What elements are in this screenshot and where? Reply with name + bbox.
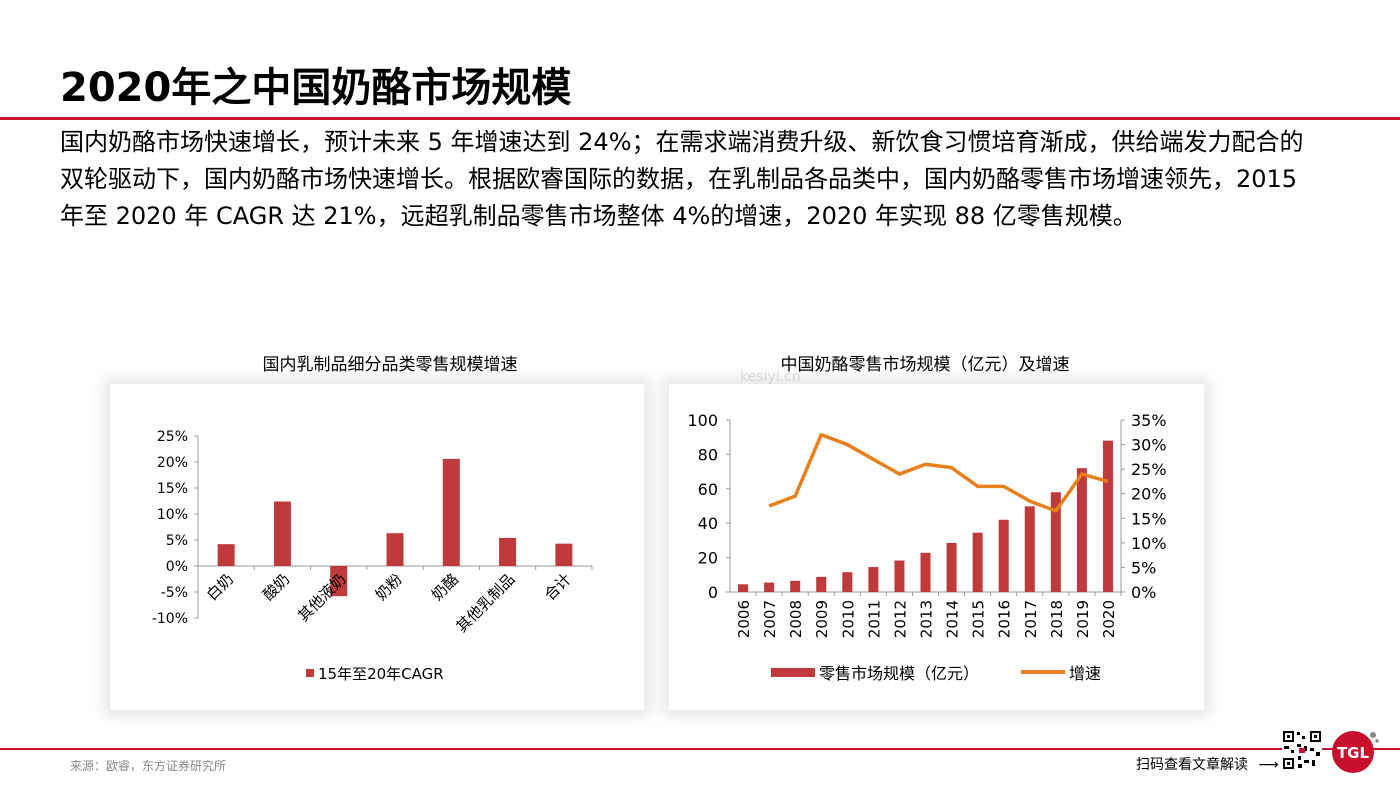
chart2-bar-2017 <box>1024 506 1035 592</box>
chart2-right-tick-label: 30% <box>1131 436 1167 455</box>
chart2-legend-bar-swatch <box>771 668 815 677</box>
chart2-right-tick-label: 0% <box>1131 583 1156 602</box>
chart2-left-tick-label: 20 <box>698 549 718 568</box>
chart2-bar-2018 <box>1050 492 1061 592</box>
chart1-x-tick-label: 酸奶 <box>259 570 293 604</box>
chart2-x-tick-label: 2006 <box>735 600 753 638</box>
chart1-title: 国内乳制品细分品类零售规模增速 <box>262 355 518 375</box>
chart2-x-tick-label: 2019 <box>1074 600 1092 638</box>
chart2-bar-2011 <box>868 567 879 592</box>
chart2-x-tick-label: 2011 <box>865 600 883 638</box>
chart2-x-tick-label: 2016 <box>996 600 1014 638</box>
chart2-x-tick-label: 2018 <box>1048 600 1066 638</box>
footer-divider <box>0 748 1400 750</box>
chart2-left-tick-label: 0 <box>708 583 718 602</box>
chart2-x-tick-label: 2012 <box>891 600 909 638</box>
chart2-title: 中国奶酪零售市场规模（亿元）及增速 <box>780 355 1070 375</box>
chart2-legend-line-label: 增速 <box>1069 664 1101 683</box>
chart1-x-tick-label: 奶粉 <box>372 570 406 604</box>
watermark-text: kesiyi.cn <box>740 369 801 385</box>
arrow-right-icon: ⟶ <box>1258 757 1279 773</box>
chart1-x-tick-label: 其他乳制品 <box>453 570 519 636</box>
chart2-x-tick-label: 2008 <box>787 600 805 638</box>
chart1-bar-6 <box>499 537 517 566</box>
chart2-right-tick-label: 20% <box>1131 485 1167 504</box>
chart2-bar-2014 <box>946 542 957 592</box>
chart1-bar-7 <box>555 543 573 566</box>
chart1-y-tick-label: 15% <box>157 481 188 497</box>
chart1-bar-3 <box>330 566 348 597</box>
chart2-x-tick-label: 2017 <box>1022 600 1040 638</box>
chart2-x-tick-label: 2020 <box>1100 600 1118 638</box>
chart2-bar-2012 <box>894 560 905 592</box>
chart1-y-tick-label: 25% <box>157 429 188 445</box>
chart1-x-tick-label: 其他液奶 <box>294 570 349 625</box>
chart2-bar-2009 <box>816 576 827 592</box>
chart2-x-tick-label: 2009 <box>813 600 831 638</box>
chart2-right-tick-label: 25% <box>1131 460 1167 479</box>
chart2-bar-2015 <box>972 532 983 592</box>
chart1-y-tick-label: 5% <box>166 533 188 549</box>
tgl-logo: TGL <box>1332 731 1379 773</box>
chart2-panel: 100 80 60 40 20 0 35% 30% 25% 20% 15% 10% 5% 0% 2006 20… <box>669 384 1204 710</box>
chart2-x-tick-label: 2014 <box>944 600 962 638</box>
chart1-x-tick-label: 合计 <box>541 570 575 604</box>
chart1-y-tick-label: 20% <box>157 455 188 471</box>
chart2-right-tick-label: 35% <box>1131 411 1167 430</box>
chart2-growth-line <box>768 432 1109 513</box>
page-title: 2020年之中国奶酪市场规模 <box>60 65 572 111</box>
chart2-left-tick-label: 80 <box>698 445 718 464</box>
chart1-bar-2 <box>273 501 291 566</box>
scan-hint: 扫码查看文章解读 ⟶ <box>1136 754 1279 774</box>
chart2-right-tick-label: 10% <box>1131 534 1167 553</box>
chart2-bar-2007 <box>764 582 775 592</box>
chart2-bar-2008 <box>790 580 801 592</box>
chart1-bar-1 <box>217 544 235 566</box>
chart2-x-tick-label: 2010 <box>839 600 857 638</box>
source-note: 来源：欧睿，东方证券研究所 <box>70 759 227 773</box>
chart1-panel: 25% 20% 15% 10% 5% 0% -5% -10% 白奶 酸奶 其他液奶 奶粉 奶酪 其他乳制品… <box>110 384 644 710</box>
chart1-y-tick-label: 10% <box>157 507 188 523</box>
intro-paragraph: 国内奶酪市场快速增长，预计未来 5 年增速达到 24%；在需求端消费升级、新饮食… <box>60 128 1304 230</box>
title-divider <box>0 117 1400 120</box>
chart1-y-tick-label: -10% <box>152 611 188 627</box>
chart1-x-tick-label: 奶酪 <box>428 570 462 604</box>
chart1-y-tick-label: -5% <box>161 585 188 601</box>
chart2-left-tick-label: 100 <box>687 411 718 430</box>
chart2-x-tick-label: 2015 <box>970 600 988 638</box>
chart2-bar-2013 <box>920 552 931 592</box>
chart2-bar-2020 <box>1102 440 1113 592</box>
chart1-bar-4 <box>386 533 404 566</box>
chart1-y-tick-label: 0% <box>166 559 188 575</box>
scan-text: 扫码查看文章解读 <box>1136 757 1248 773</box>
chart2-bar-2010 <box>842 572 853 592</box>
chart2-right-tick-label: 5% <box>1131 558 1156 577</box>
watermark: kesiyi.cn <box>740 366 801 385</box>
chart2-x-tick-label: 2013 <box>918 600 936 638</box>
chart1-legend-label: 15年至20年CAGR <box>318 665 444 683</box>
chart1-bar-5 <box>442 458 460 566</box>
qr-code-icon[interactable] <box>1282 730 1322 770</box>
chart2-bar-2019 <box>1076 468 1087 592</box>
chart2-svg: 100 80 60 40 20 0 35% 30% 25% 20% 15% 10% 5% 0% 2006 20… <box>687 411 1167 683</box>
chart2-left-tick-label: 40 <box>698 514 718 533</box>
chart1-x-tick-label: 白奶 <box>203 570 237 604</box>
logo-text: TGL <box>1337 744 1370 762</box>
chart2-legend-bar-label: 零售市场规模（亿元） <box>819 664 979 683</box>
chart2-x-tick-label: 2007 <box>761 600 779 638</box>
chart2-left-tick-label: 60 <box>698 480 718 499</box>
chart2-right-tick-label: 15% <box>1131 509 1167 528</box>
chart1-svg: 25% 20% 15% 10% 5% 0% -5% -10% 白奶 酸奶 其他液奶 奶粉 奶酪其他乳制品… <box>152 429 593 683</box>
chart2-bar-2006 <box>738 584 749 592</box>
chart1-legend-swatch <box>306 669 314 677</box>
chart2-bar-2016 <box>998 519 1009 592</box>
